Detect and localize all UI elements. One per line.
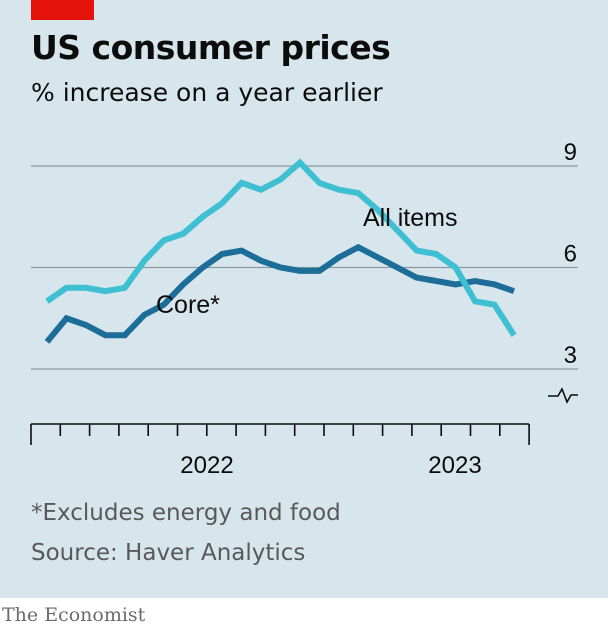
footnote: *Excludes energy and food [31, 500, 341, 526]
chart-subtitle: % increase on a year earlier [31, 78, 383, 107]
series-line-all-items [45, 158, 517, 337]
y-tick-label-6: 6 [564, 241, 577, 268]
x-tick-label-2022: 2022 [180, 452, 233, 479]
series-line-core [44, 243, 515, 344]
y-axis-labels: 3 6 9 [564, 139, 577, 369]
axis-break-icon [548, 387, 578, 404]
x-tick-label-2023: 2023 [428, 452, 481, 479]
chart-panel: US consumer prices % increase on a year … [0, 0, 608, 598]
y-tick-label-3: 3 [564, 342, 577, 369]
x-axis: 2022 2023 [30, 387, 578, 479]
gridlines [31, 165, 578, 370]
series-lines [44, 158, 517, 344]
y-tick-label-9: 9 [564, 139, 577, 166]
publisher-brand: The Economist [2, 604, 146, 626]
series-label-all-items: All items [363, 204, 457, 232]
brand-red-tag [31, 0, 94, 20]
series-labels: All items Core* [156, 204, 457, 319]
line-chart: 3 6 9 2022 2023 All items Core* [30, 139, 578, 479]
source-note: Source: Haver Analytics [31, 540, 306, 566]
series-label-core: Core* [156, 291, 220, 319]
chart-title: US consumer prices [31, 28, 391, 67]
